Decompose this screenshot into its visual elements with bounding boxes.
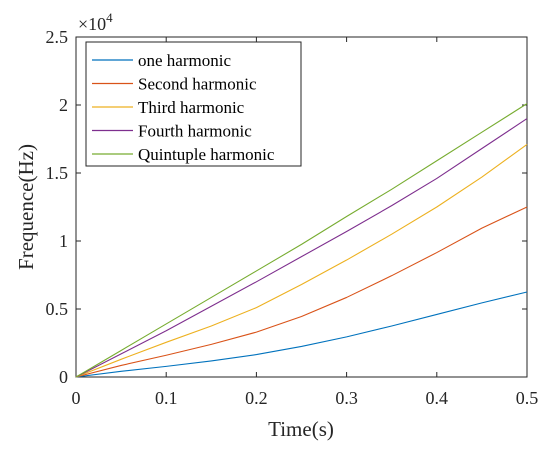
y-tick-label: 2 [59,95,68,115]
x-tick-label: 0.5 [516,388,539,408]
y-axis-label: Frequence(Hz) [14,144,38,270]
y-tick-label: 2.5 [46,27,69,47]
series-line [75,291,528,378]
legend-label: Quintuple harmonic [138,145,275,164]
legend-label: one harmonic [138,51,231,70]
x-tick-label: 0 [72,388,81,408]
series-line [75,143,528,378]
x-axis-label: Time(s) [268,417,334,441]
legend-box [85,41,302,167]
legend-label: Second harmonic [138,75,257,94]
legend: one harmonic Second harmonic Third harmoni… [85,41,302,167]
y-tick-label: 0.5 [46,299,69,319]
axis-ticks: 0 0.1 0.2 0.3 0.4 0.5 0 0.5 1 1.5 2 2.5 [46,27,539,408]
series-line [75,103,528,378]
x-tick-label: 0.3 [335,388,358,408]
y-tick-label: 1 [59,231,68,251]
legend-label: Third harmonic [138,98,245,117]
series-line [75,206,528,378]
x-tick-label: 0.4 [426,388,449,408]
series-lines [75,103,528,378]
y-tick-label: 0 [59,367,68,387]
x-tick-label: 0.2 [245,388,268,408]
x-tick-label: 0.1 [155,388,178,408]
y-tick-label: 1.5 [46,163,69,183]
series-line [75,118,528,378]
legend-label: Fourth harmonic [138,122,252,141]
y-axis-multiplier: ×104 [78,10,113,34]
